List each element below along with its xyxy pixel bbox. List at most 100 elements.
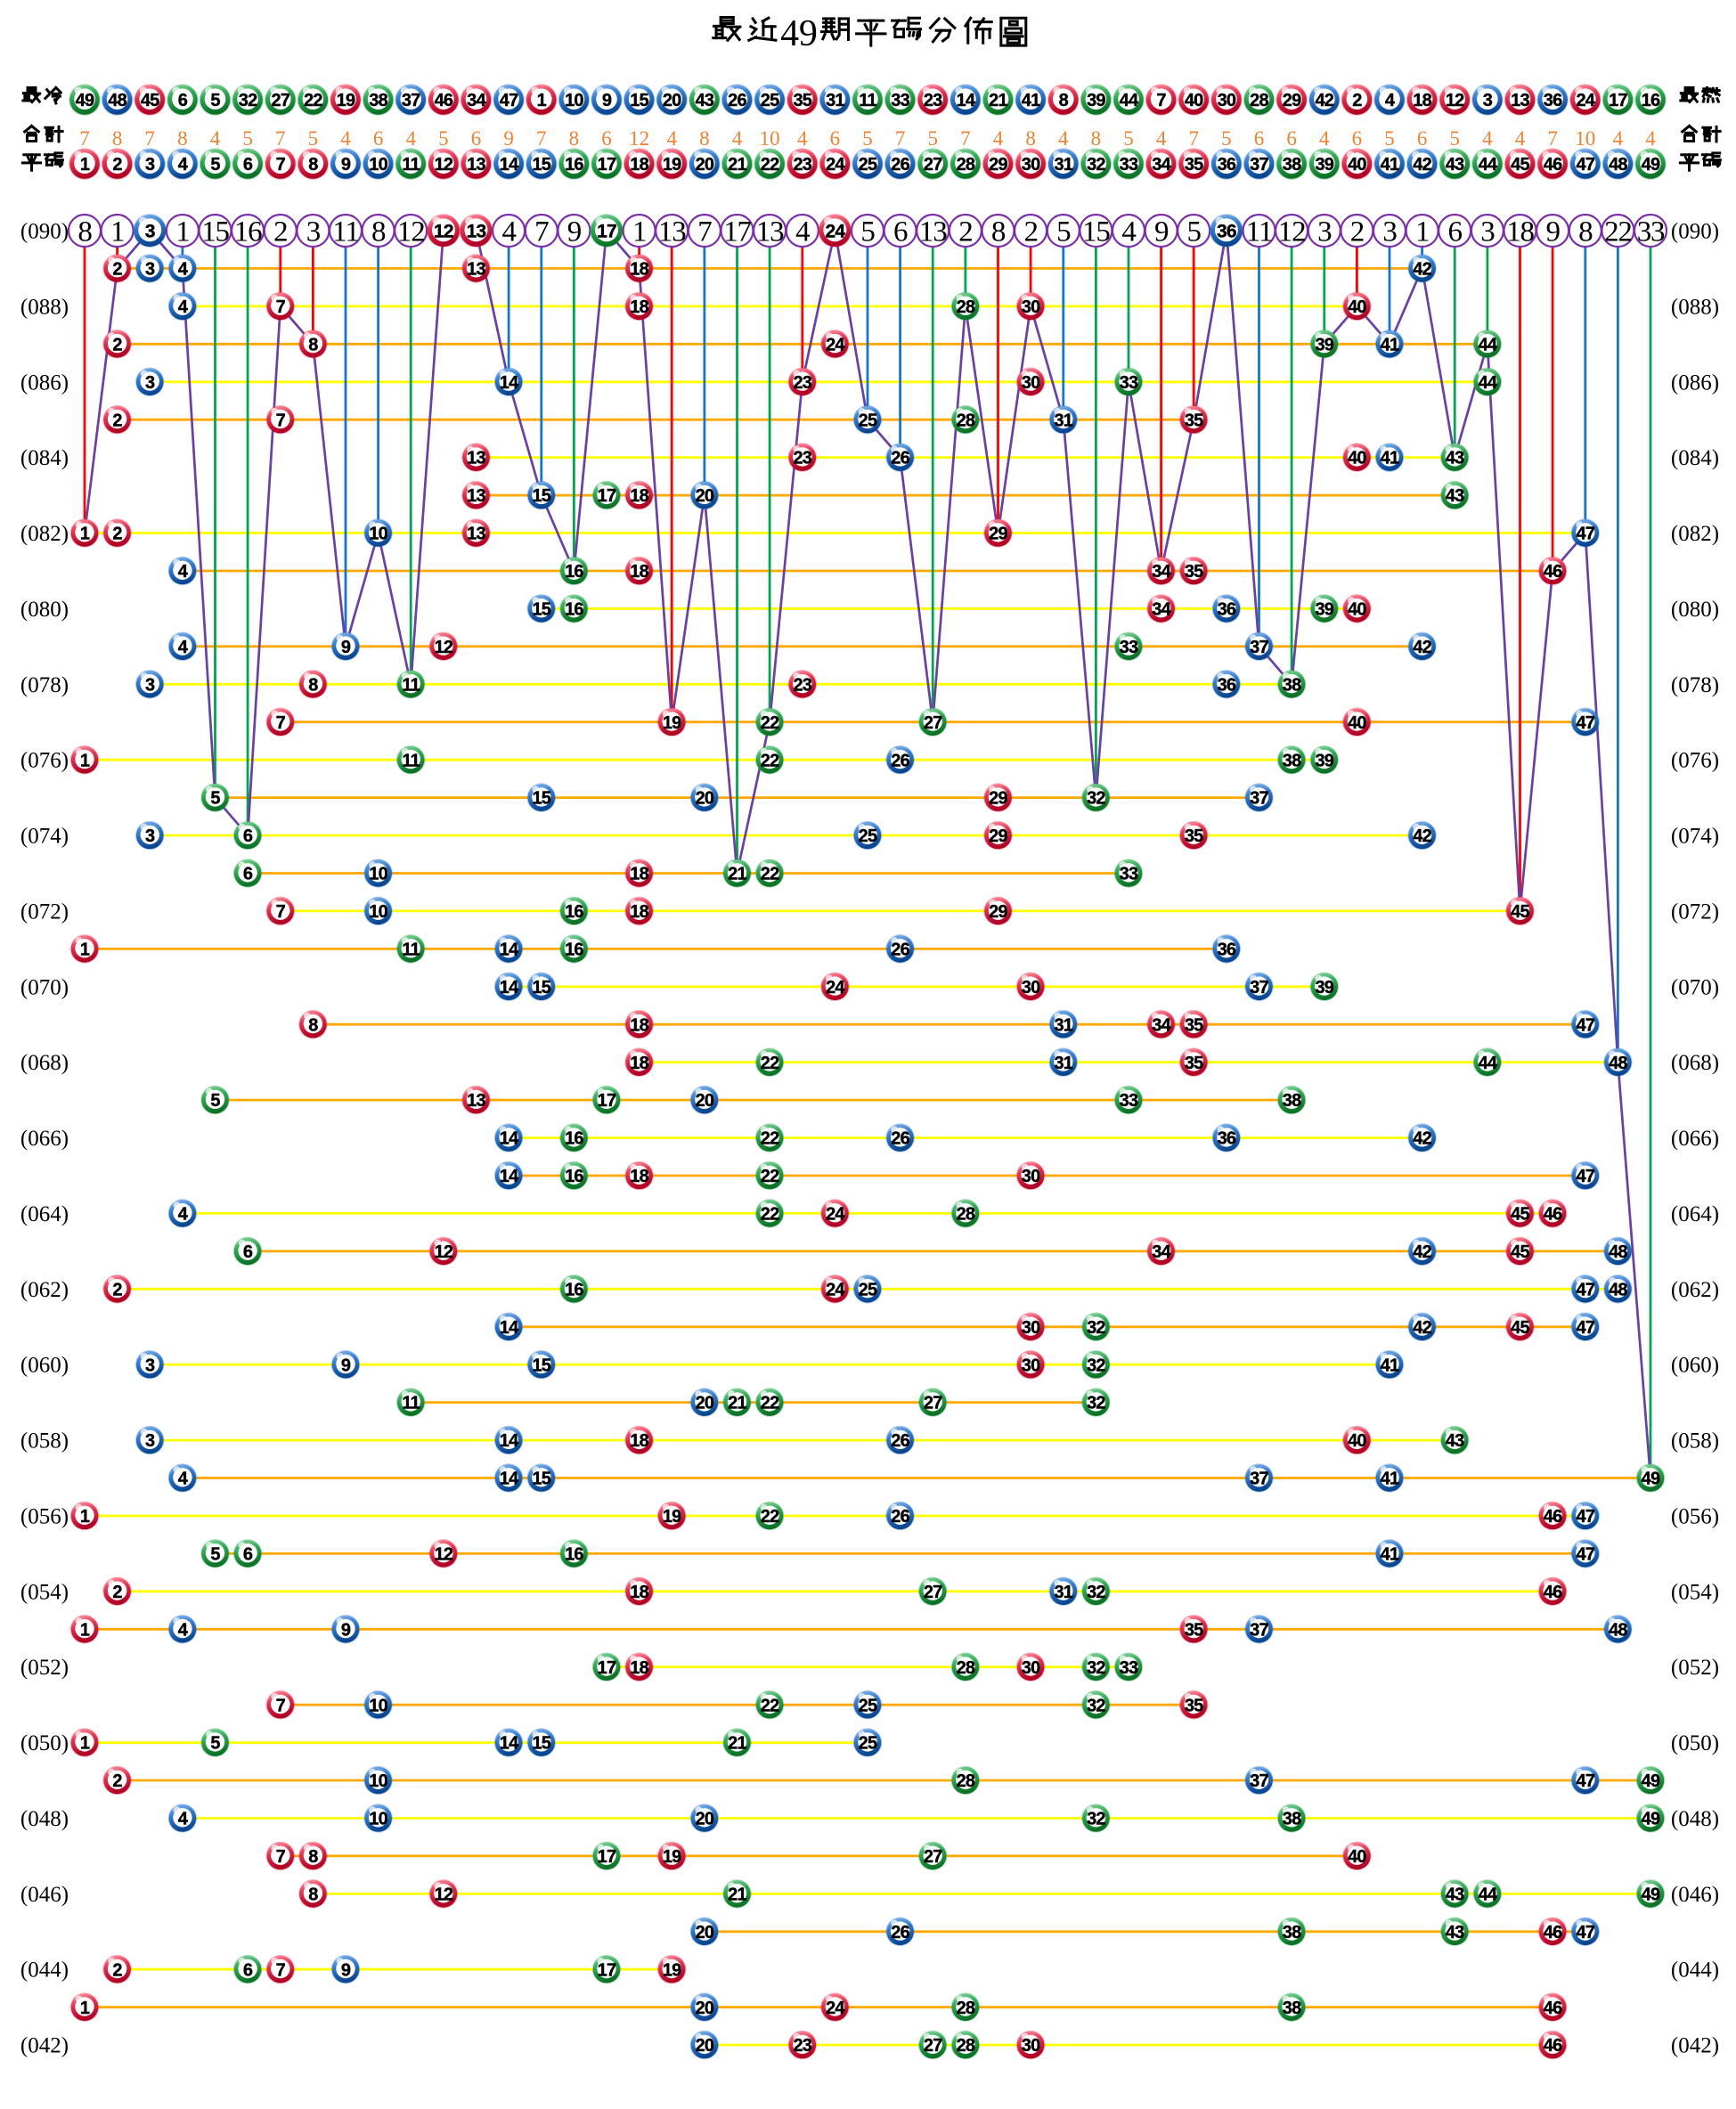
svg-text:33: 33 xyxy=(891,91,909,110)
svg-text:49: 49 xyxy=(1642,155,1660,175)
svg-text:36: 36 xyxy=(1217,221,1236,241)
svg-text:36: 36 xyxy=(1218,940,1236,960)
svg-text:8: 8 xyxy=(371,216,386,248)
svg-text:44: 44 xyxy=(1479,373,1498,393)
svg-text:35: 35 xyxy=(1185,155,1203,175)
svg-text:46: 46 xyxy=(1544,1583,1562,1602)
svg-text:17: 17 xyxy=(723,216,751,248)
svg-text:6: 6 xyxy=(178,91,188,110)
svg-text:31: 31 xyxy=(1054,1015,1072,1035)
svg-text:11: 11 xyxy=(402,675,420,695)
svg-text:5: 5 xyxy=(210,91,220,110)
svg-text:8: 8 xyxy=(308,1847,318,1867)
svg-text:2: 2 xyxy=(1350,216,1364,248)
svg-text:12: 12 xyxy=(435,155,453,175)
svg-text:20: 20 xyxy=(696,1999,714,2018)
svg-text:34: 34 xyxy=(1152,600,1171,620)
svg-text:8: 8 xyxy=(991,216,1006,248)
svg-text:30: 30 xyxy=(1022,1167,1040,1186)
svg-text:25: 25 xyxy=(859,411,877,430)
svg-text:1: 1 xyxy=(537,91,547,110)
svg-text:5: 5 xyxy=(308,127,319,150)
svg-text:18: 18 xyxy=(630,902,648,922)
svg-text:7: 7 xyxy=(960,127,971,150)
svg-text:47: 47 xyxy=(1576,155,1594,175)
svg-text:28: 28 xyxy=(957,1771,975,1791)
svg-text:19: 19 xyxy=(337,91,355,110)
svg-text:9: 9 xyxy=(602,91,612,110)
svg-text:22: 22 xyxy=(761,1167,779,1186)
svg-text:(072): (072) xyxy=(20,900,69,924)
svg-text:3: 3 xyxy=(145,826,155,846)
svg-text:13: 13 xyxy=(467,221,486,241)
svg-text:47: 47 xyxy=(1576,1923,1594,1942)
svg-text:48: 48 xyxy=(1609,1620,1627,1640)
svg-text:4: 4 xyxy=(178,297,189,317)
svg-text:33: 33 xyxy=(1637,216,1665,248)
svg-text:5: 5 xyxy=(1221,127,1232,150)
svg-text:38: 38 xyxy=(1283,1999,1301,2018)
svg-text:35: 35 xyxy=(1185,1620,1203,1640)
svg-text:19: 19 xyxy=(663,1847,681,1867)
svg-text:1: 1 xyxy=(80,751,90,770)
svg-text:33: 33 xyxy=(1120,155,1138,175)
svg-text:42: 42 xyxy=(1413,1318,1431,1338)
svg-text:42: 42 xyxy=(1315,91,1333,110)
svg-text:1: 1 xyxy=(1415,216,1429,248)
svg-text:45: 45 xyxy=(1511,1205,1529,1225)
svg-text:4: 4 xyxy=(178,562,189,582)
svg-text:42: 42 xyxy=(1413,260,1431,280)
svg-text:7: 7 xyxy=(275,127,286,150)
svg-text:4: 4 xyxy=(178,1810,189,1829)
svg-text:(052): (052) xyxy=(1671,1656,1719,1680)
svg-text:15: 15 xyxy=(532,155,550,175)
svg-text:19: 19 xyxy=(663,713,681,733)
svg-text:36: 36 xyxy=(1218,1129,1236,1149)
svg-text:23: 23 xyxy=(793,373,811,393)
svg-text:2: 2 xyxy=(1023,216,1037,248)
svg-text:41: 41 xyxy=(1381,155,1399,175)
svg-text:15: 15 xyxy=(532,1470,550,1489)
svg-text:(084): (084) xyxy=(1671,446,1719,470)
svg-text:7: 7 xyxy=(276,1960,286,1980)
svg-text:3: 3 xyxy=(306,216,321,248)
svg-text:16: 16 xyxy=(565,902,583,922)
svg-text:40: 40 xyxy=(1348,1847,1366,1867)
svg-text:20: 20 xyxy=(696,1394,714,1413)
svg-text:37: 37 xyxy=(1250,789,1268,809)
svg-text:(056): (056) xyxy=(1671,1505,1719,1529)
svg-text:29: 29 xyxy=(989,155,1007,175)
svg-text:4: 4 xyxy=(210,127,221,150)
svg-text:32: 32 xyxy=(1087,155,1105,175)
svg-text:14: 14 xyxy=(500,1167,519,1186)
svg-text:20: 20 xyxy=(696,789,714,809)
svg-text:2: 2 xyxy=(112,155,122,175)
svg-text:4: 4 xyxy=(1385,91,1396,110)
svg-text:6: 6 xyxy=(1417,127,1428,150)
svg-text:14: 14 xyxy=(500,1318,519,1338)
svg-text:6: 6 xyxy=(1448,216,1463,248)
svg-text:34: 34 xyxy=(1152,155,1171,175)
svg-text:21: 21 xyxy=(989,91,1007,110)
svg-text:46: 46 xyxy=(1544,1999,1562,2018)
svg-text:27: 27 xyxy=(924,1583,942,1602)
svg-text:45: 45 xyxy=(1511,902,1529,922)
svg-text:33: 33 xyxy=(1120,1658,1138,1678)
svg-text:16: 16 xyxy=(565,1129,583,1149)
svg-text:47: 47 xyxy=(1576,1015,1594,1035)
svg-text:23: 23 xyxy=(793,675,811,695)
svg-text:2: 2 xyxy=(112,335,122,354)
svg-text:35: 35 xyxy=(1185,826,1203,846)
svg-text:5: 5 xyxy=(210,1545,220,1565)
svg-text:5: 5 xyxy=(860,216,875,248)
svg-text:32: 32 xyxy=(239,91,257,110)
svg-text:4: 4 xyxy=(797,127,808,150)
svg-text:17: 17 xyxy=(598,1658,616,1678)
svg-text:20: 20 xyxy=(696,1810,714,1829)
svg-text:32: 32 xyxy=(1087,1583,1105,1602)
svg-text:30: 30 xyxy=(1022,978,1040,998)
svg-text:(082): (082) xyxy=(20,522,69,546)
svg-text:39: 39 xyxy=(1315,978,1333,998)
svg-text:35: 35 xyxy=(1185,562,1203,582)
svg-text:6: 6 xyxy=(243,826,253,846)
